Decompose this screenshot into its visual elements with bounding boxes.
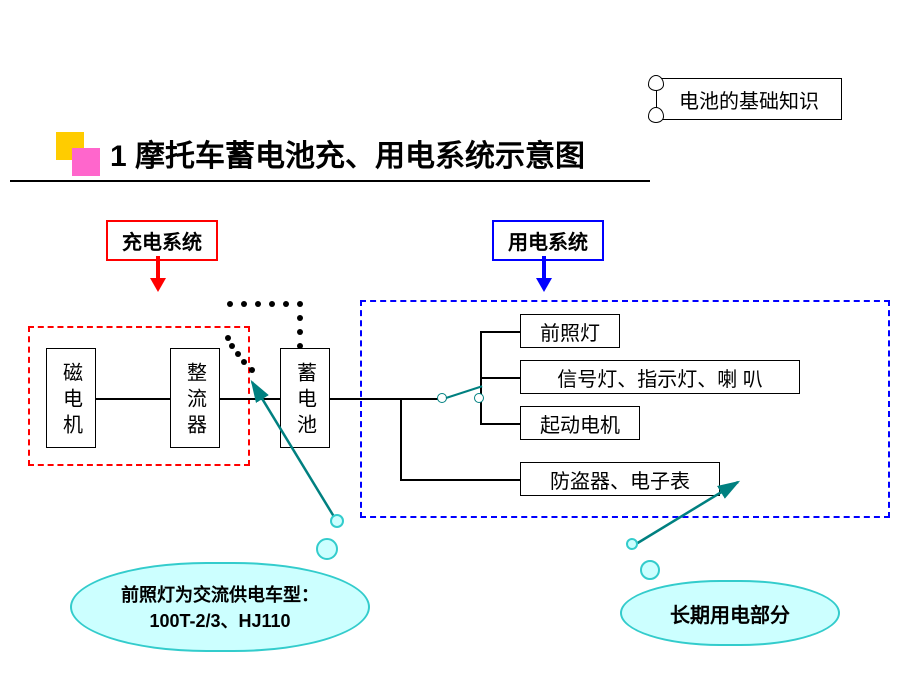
cloud-left-bubble1 xyxy=(316,538,338,560)
cloud-right: 长期用电部分 xyxy=(620,580,840,646)
cloud-right-line1: 长期用电部分 xyxy=(670,599,790,628)
cloud-right-bubble2 xyxy=(626,538,638,550)
cloud-right-bubble1 xyxy=(640,560,660,580)
cloud-left-line1: 前照灯为交流供电车型： xyxy=(121,581,319,607)
cloud-left: 前照灯为交流供电车型： 100T-2/3、HJ110 xyxy=(70,562,370,652)
cloud-left-line2: 100T-2/3、HJ110 xyxy=(149,607,290,633)
cloud-left-bubble2 xyxy=(330,514,344,528)
